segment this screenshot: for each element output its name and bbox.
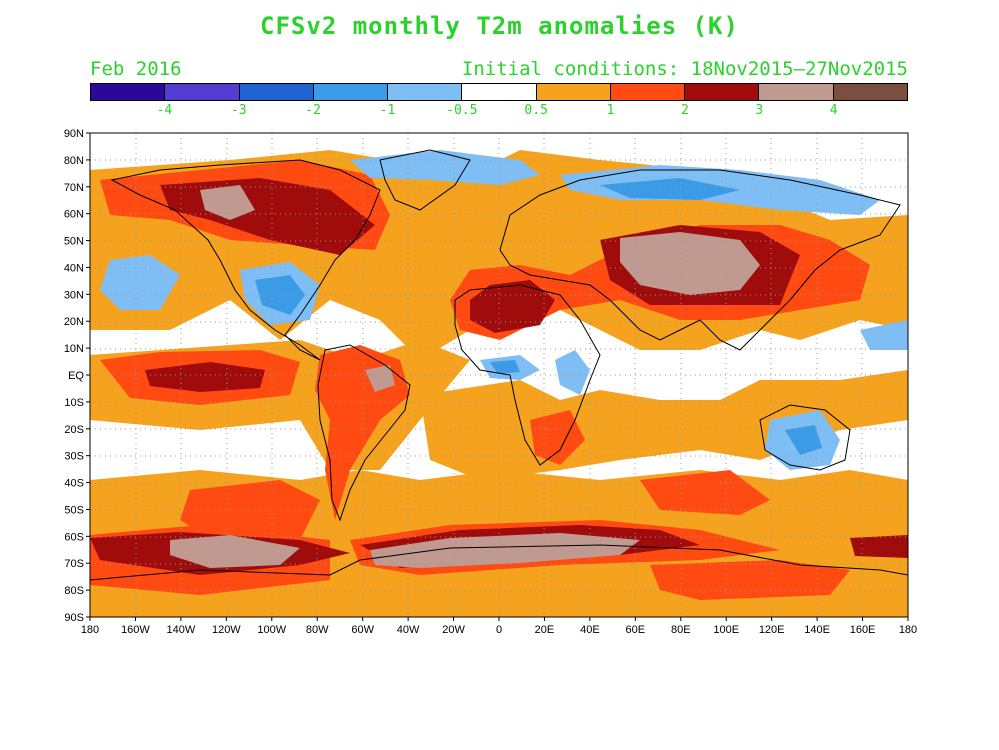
valid-month-label: Feb 2016 xyxy=(90,58,182,80)
longitude-axis: 180 160W 140W 120W 100W 80W 60W 40W 20W 0 20E 40E 60… xyxy=(81,617,917,636)
colorbar-tick-label: 2 xyxy=(680,103,689,118)
graticule xyxy=(90,133,908,617)
latitude-tick-label: 90N xyxy=(64,128,84,140)
colorbar-tick-label: -3 xyxy=(230,103,247,118)
eurasia-coast xyxy=(499,169,901,351)
colorbar-swatch xyxy=(833,84,907,100)
colorbar-swatch xyxy=(536,84,611,100)
south-america-coast xyxy=(317,344,411,522)
latitude-tick-label: 20N xyxy=(64,316,84,328)
latitude-tick-label: 90S xyxy=(64,612,84,624)
colorbar-tick-label: 4 xyxy=(829,103,838,118)
anomaly-3-4-regions xyxy=(170,185,760,568)
colorbar-swatch xyxy=(388,84,463,100)
longitude-tick-label: 120E xyxy=(759,624,785,636)
latitude-tick-label: 60S xyxy=(64,531,84,543)
longitude-tick-label: 120W xyxy=(212,624,241,636)
latitude-tick-label: EQ xyxy=(68,370,84,382)
latitude-tick-label: 40N xyxy=(64,262,84,274)
latitude-tick-label: 10N xyxy=(64,343,84,355)
colorbar-tick-label: -0.5 xyxy=(446,103,478,118)
longitude-tick-label: 0 xyxy=(496,624,502,636)
latitude-tick-label: 10S xyxy=(64,397,84,409)
colorbar-swatch xyxy=(239,84,314,100)
longitude-tick-label: 60E xyxy=(626,624,646,636)
colorbar-tick-label: -1 xyxy=(379,103,396,118)
map-title: CFSv2 monthly T2m anomalies (K) xyxy=(260,12,739,40)
colorbar-tick-label: 3 xyxy=(755,103,764,118)
latitude-tick-label: 60N xyxy=(64,209,84,221)
colorbar-labels: -4 -3 -2 -1 -0.5 0.5 1 2 3 4 xyxy=(90,103,908,119)
longitude-tick-label: 60W xyxy=(351,624,374,636)
greenland-coast xyxy=(379,149,471,211)
longitude-tick-label: 20W xyxy=(442,624,465,636)
longitude-tick-label: 40W xyxy=(397,624,420,636)
longitude-tick-label: 80E xyxy=(671,624,691,636)
latitude-tick-label: 30S xyxy=(64,451,84,463)
colorbar-swatch xyxy=(91,84,166,100)
colorbar-tick-label: -2 xyxy=(305,103,321,118)
colorbar xyxy=(90,83,908,101)
longitude-tick-label: 20E xyxy=(535,624,555,636)
colorbar-swatch xyxy=(462,84,537,100)
latitude-axis: 90N 80N 70N 60N 50N 40N 30N 20N 10N EQ 10S 20S 30S 40… xyxy=(64,128,90,624)
colorbar-tick-label: -4 xyxy=(156,103,173,118)
latitude-tick-label: 70S xyxy=(64,558,84,570)
latitude-tick-label: 50N xyxy=(64,236,84,248)
longitude-tick-label: 100E xyxy=(713,624,739,636)
latitude-tick-label: 70N xyxy=(64,182,84,194)
longitude-tick-label: 100W xyxy=(257,624,286,636)
colorbar-swatch xyxy=(313,84,389,100)
latitude-tick-label: 30N xyxy=(64,289,84,301)
colorbar-swatch xyxy=(165,84,240,100)
latitude-tick-label: 80S xyxy=(64,585,84,597)
antarctica-coast xyxy=(90,544,908,581)
australia-coast xyxy=(759,404,851,471)
latitude-tick-label: 80N xyxy=(64,155,84,167)
latitude-tick-label: 20S xyxy=(64,424,84,436)
north-america-coast xyxy=(110,159,381,361)
initial-conditions-label: Initial conditions: 18Nov2015–27Nov2015 xyxy=(461,58,908,80)
longitude-tick-label: 40E xyxy=(580,624,600,636)
longitude-tick-label: 180 xyxy=(81,624,99,636)
colorbar-tick-label: 0.5 xyxy=(524,103,548,118)
colorbar-tick-label: 1 xyxy=(606,103,615,118)
longitude-tick-label: 180 xyxy=(899,624,917,636)
africa-coast xyxy=(454,284,601,466)
longitude-tick-label: 140W xyxy=(167,624,196,636)
colorbar-swatch xyxy=(685,84,760,100)
longitude-tick-label: 80W xyxy=(306,624,329,636)
longitude-tick-label: 160W xyxy=(121,624,150,636)
anomaly-field xyxy=(90,133,908,617)
colorbar-swatch xyxy=(610,84,686,100)
colorbar-swatch xyxy=(759,84,834,100)
latitude-tick-label: 50S xyxy=(64,504,84,516)
coastlines xyxy=(90,149,908,581)
latitude-tick-label: 40S xyxy=(64,478,84,490)
longitude-tick-label: 140E xyxy=(804,624,830,636)
longitude-tick-label: 160E xyxy=(850,624,876,636)
